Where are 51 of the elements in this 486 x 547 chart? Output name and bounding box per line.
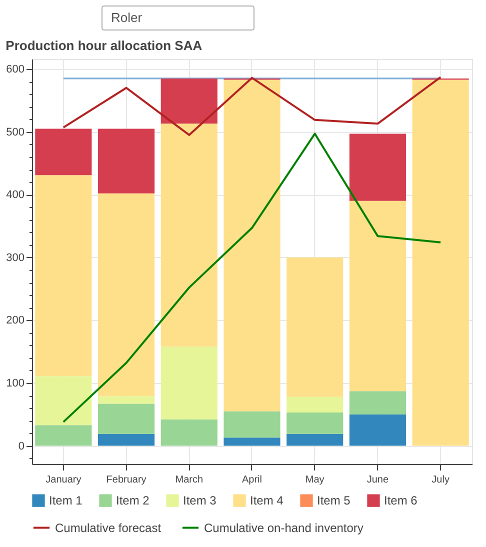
bar: [98, 434, 155, 446]
bar: [412, 80, 469, 446]
bar: [98, 128, 155, 194]
bar: [286, 257, 344, 397]
legend-label: Cumulative forecast: [55, 520, 162, 535]
bar: [349, 200, 406, 392]
legend-label: Item 2: [116, 494, 150, 508]
bar: [160, 124, 218, 347]
y-tick-label: 200: [6, 314, 24, 327]
bar: [286, 434, 344, 446]
x-tick-label: March: [175, 474, 204, 486]
bar: [224, 411, 280, 438]
x-tick-label: May: [305, 474, 324, 486]
legend-label: Item 6: [384, 494, 418, 508]
y-tick-label: 0: [18, 440, 24, 452]
x-tick-label: June: [366, 474, 389, 486]
bar: [98, 193, 155, 396]
bar: [349, 391, 406, 414]
y-tick-label: 300: [6, 252, 24, 264]
legend-label: Item 5: [317, 494, 351, 508]
chart-title: Production hour allocation SAA: [6, 38, 203, 53]
x-tick-label: February: [106, 474, 146, 486]
bar: [35, 175, 92, 376]
line-series: [62, 132, 442, 423]
x-tick-label: January: [46, 474, 82, 486]
legend-label: Item 1: [49, 494, 83, 508]
y-tick-label: 100: [6, 378, 24, 390]
legend-label: Item 4: [250, 494, 284, 508]
bar: [224, 438, 280, 446]
legend-label: Cumulative on-hand inventory: [204, 520, 364, 535]
bar: [160, 419, 218, 446]
bar: [160, 346, 218, 420]
bar: [35, 425, 92, 446]
bar: [224, 80, 280, 412]
y-tick-label: 600: [6, 64, 24, 76]
x-tick-label: April: [242, 474, 262, 486]
y-tick-label: 400: [6, 189, 24, 202]
bar: [35, 376, 92, 426]
bar: [98, 396, 155, 404]
bar: [349, 134, 406, 201]
legend-label: Item 3: [183, 494, 217, 508]
bar: [349, 414, 406, 446]
y-tick-label: 500: [6, 126, 24, 138]
line-series: [62, 76, 442, 136]
x-tick-label: July: [432, 474, 450, 486]
bar: [160, 78, 218, 124]
bar: [98, 404, 155, 434]
bar: [35, 128, 92, 176]
bar: [286, 412, 344, 434]
bar: [286, 396, 344, 413]
text: Roler: [111, 10, 143, 25]
